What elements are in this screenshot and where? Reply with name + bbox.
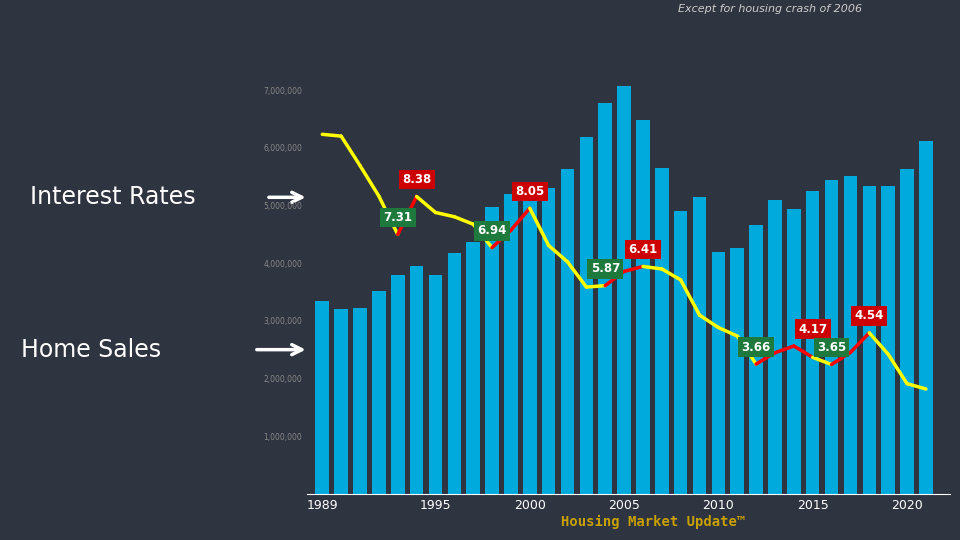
Bar	[372, 291, 386, 494]
Text: 3.66: 3.66	[741, 341, 771, 354]
Text: 3.65: 3.65	[817, 341, 846, 354]
Bar	[316, 301, 329, 494]
Bar	[919, 141, 933, 494]
Bar	[429, 275, 443, 494]
Text: Home Sales: Home Sales	[21, 338, 161, 362]
Bar	[844, 176, 857, 494]
Bar	[485, 207, 499, 494]
Bar	[410, 266, 423, 494]
Bar	[636, 120, 650, 494]
Bar	[787, 209, 801, 494]
Bar	[655, 168, 668, 494]
Bar	[750, 225, 763, 494]
Text: Housing Market Update™: Housing Market Update™	[561, 515, 745, 529]
Text: Except for housing crash of 2006: Except for housing crash of 2006	[679, 4, 862, 14]
Bar	[617, 86, 631, 494]
Bar	[693, 197, 707, 494]
Text: 5.87: 5.87	[590, 262, 620, 275]
Text: 6.41: 6.41	[629, 243, 658, 256]
Text: 6.94: 6.94	[477, 224, 507, 237]
Bar	[447, 253, 461, 494]
Bar	[881, 186, 895, 494]
Bar	[504, 194, 517, 494]
Text: 8.05: 8.05	[516, 185, 544, 198]
Bar	[768, 200, 781, 494]
Bar	[353, 308, 367, 494]
Bar	[334, 309, 348, 494]
Bar	[541, 188, 556, 494]
Bar	[391, 275, 404, 494]
Bar	[862, 186, 876, 494]
Bar	[731, 248, 744, 494]
Bar	[674, 211, 687, 494]
Bar	[523, 197, 537, 494]
Text: 8.38: 8.38	[402, 173, 431, 186]
Text: 4.54: 4.54	[854, 309, 884, 322]
Text: 4.17: 4.17	[798, 322, 828, 336]
Bar	[561, 169, 574, 494]
Bar	[900, 168, 914, 494]
Bar	[467, 242, 480, 494]
Bar	[580, 138, 593, 494]
Bar	[711, 252, 725, 494]
Text: Interest Rates: Interest Rates	[31, 185, 196, 210]
Bar	[598, 103, 612, 494]
Text: 7.31: 7.31	[383, 211, 412, 224]
Bar	[805, 191, 820, 494]
Bar	[825, 180, 838, 494]
